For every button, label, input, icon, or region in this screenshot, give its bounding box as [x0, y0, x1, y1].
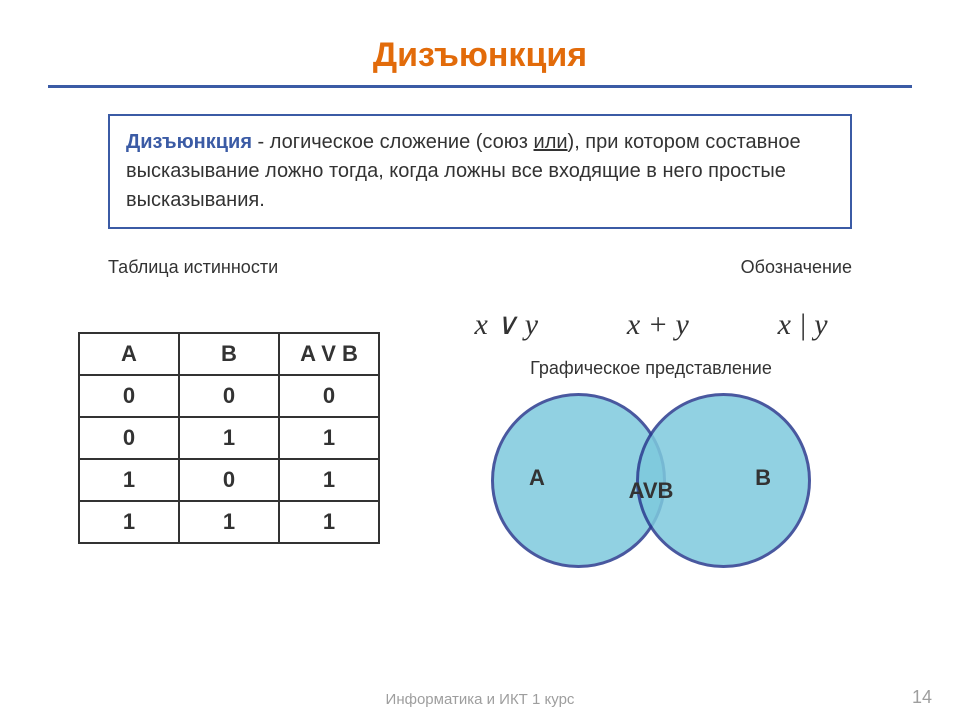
- notation-label: Обозначение: [741, 257, 852, 278]
- title-rule: [48, 85, 912, 88]
- table-row: 0 0 0: [79, 375, 379, 417]
- table-header-row: A B A V B: [79, 333, 379, 375]
- table-row: 1 0 1: [79, 459, 379, 501]
- right-column: x ∨ y x + y x | y Графическое представле…: [420, 292, 882, 573]
- table-cell: 1: [179, 417, 279, 459]
- truth-table-column: A B A V B 0 0 0 0 1 1: [78, 292, 380, 544]
- table-cell: 1: [279, 501, 379, 543]
- truth-table: A B A V B 0 0 0 0 1 1: [78, 332, 380, 544]
- table-cell: 1: [79, 459, 179, 501]
- title-block: Дизъюнкция: [48, 24, 912, 75]
- table-cell: 0: [179, 459, 279, 501]
- table-cell: 1: [279, 459, 379, 501]
- notation-row: x ∨ y x + y x | y: [420, 292, 882, 342]
- page-number: 14: [912, 687, 932, 708]
- table-cell: 0: [279, 375, 379, 417]
- table-cell: 1: [79, 501, 179, 543]
- table-cell: 1: [179, 501, 279, 543]
- slide: Дизъюнкция Дизъюнкция - логическое сложе…: [0, 0, 960, 720]
- notation-item: x ∨ y: [474, 307, 538, 342]
- table-row: 0 1 1: [79, 417, 379, 459]
- page-title: Дизъюнкция: [48, 36, 912, 75]
- venn-diagram: A B AVB: [491, 393, 811, 573]
- table-cell: 0: [179, 375, 279, 417]
- table-cell: 1: [279, 417, 379, 459]
- footer-text: Информатика и ИКТ 1 курс: [0, 691, 960, 708]
- table-header-cell: A: [79, 333, 179, 375]
- definition-term: Дизъюнкция: [126, 131, 252, 153]
- content-row: A B A V B 0 0 0 0 1 1: [78, 292, 882, 573]
- table-header-cell: B: [179, 333, 279, 375]
- notation-item: x | y: [778, 292, 828, 342]
- definition-underline: или: [534, 131, 568, 153]
- table-cell: 0: [79, 375, 179, 417]
- table-row: 1 1 1: [79, 501, 379, 543]
- venn-label-center: AVB: [491, 478, 811, 504]
- venn-wrap: A B AVB: [420, 393, 882, 573]
- truth-table-label: Таблица истинности: [108, 257, 278, 278]
- definition-before: - логическое сложение (союз: [252, 131, 534, 153]
- table-header-cell: A V B: [279, 333, 379, 375]
- table-cell: 0: [79, 417, 179, 459]
- notation-item: x + y: [627, 300, 689, 342]
- sub-labels: Таблица истинности Обозначение: [108, 257, 852, 278]
- definition-box: Дизъюнкция - логическое сложение (союз и…: [108, 114, 852, 229]
- truth-table-body: 0 0 0 0 1 1 1 0 1 1: [79, 375, 379, 543]
- graphic-label: Графическое представление: [420, 358, 882, 379]
